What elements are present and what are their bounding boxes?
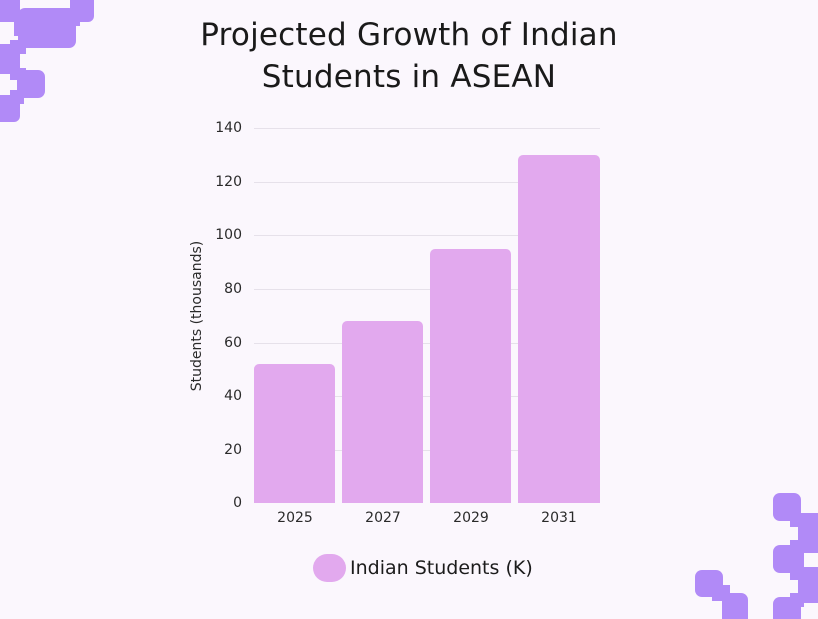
bar-2031 xyxy=(518,154,600,503)
decorative-pattern-top-left-icon xyxy=(0,0,94,122)
x-tick-label: 2031 xyxy=(541,510,577,526)
bar-2025 xyxy=(254,363,335,503)
gridline-20 xyxy=(254,450,600,451)
y-tick-label: 60 xyxy=(224,335,242,351)
y-tick-label: 140 xyxy=(215,120,242,136)
legend: Indian Students (K) xyxy=(313,554,533,582)
y-tick-label: 40 xyxy=(224,388,242,404)
x-tick-label: 2027 xyxy=(365,510,401,526)
y-tick-label: 20 xyxy=(224,442,242,458)
legend-swatch-icon xyxy=(313,554,346,582)
x-tick-label: 2029 xyxy=(453,510,489,526)
bar-2029 xyxy=(430,248,511,503)
gridline-100 xyxy=(254,235,600,236)
y-tick-label: 80 xyxy=(224,281,242,297)
bar-2027 xyxy=(342,320,423,503)
gridline-120 xyxy=(254,182,600,183)
chart-title-line2: Students in ASEAN xyxy=(261,59,557,95)
y-tick-label: 120 xyxy=(215,174,242,190)
chart-title-line1: Projected Growth of Indian xyxy=(200,17,618,53)
gridline-40 xyxy=(254,396,600,397)
chart-title: Projected Growth of Indian Students in A… xyxy=(0,14,818,98)
gridline-60 xyxy=(254,343,600,344)
decorative-pattern-bottom-right-icon xyxy=(695,493,818,619)
y-axis-label: Students (thousands) xyxy=(189,240,205,392)
legend-label: Indian Students (K) xyxy=(350,557,533,579)
gridline-140 xyxy=(254,128,600,129)
y-tick-label: 0 xyxy=(233,495,242,511)
gridline-80 xyxy=(254,289,600,290)
x-tick-label: 2025 xyxy=(277,510,313,526)
y-tick-label: 100 xyxy=(215,227,242,243)
